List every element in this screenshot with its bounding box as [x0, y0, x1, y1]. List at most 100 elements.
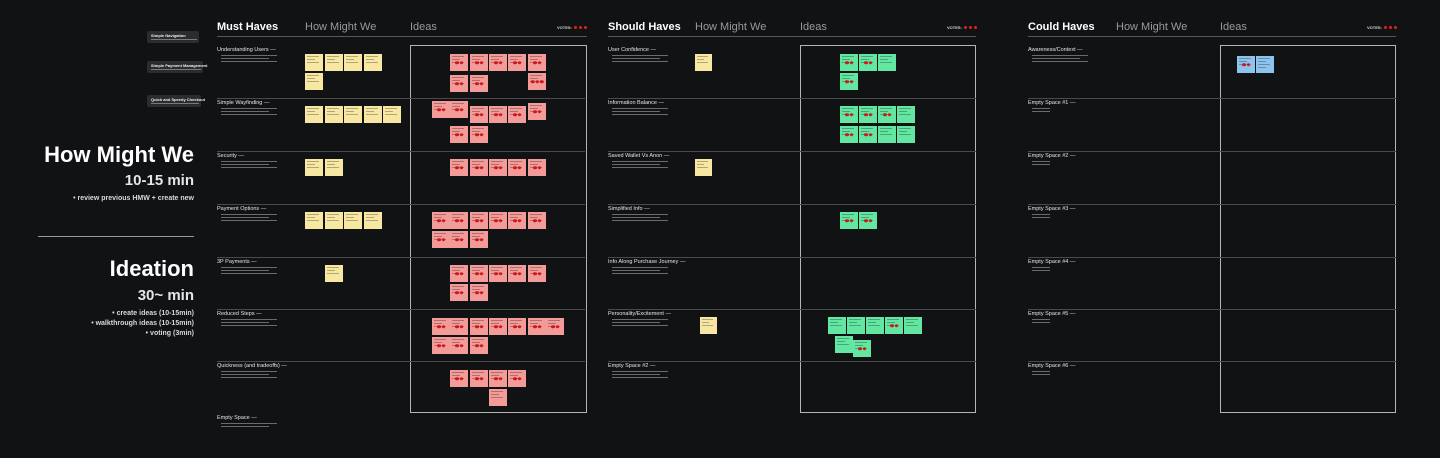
- idea-note[interactable]: [470, 370, 488, 387]
- idea-note[interactable]: [450, 126, 468, 143]
- idea-note[interactable]: [489, 54, 507, 71]
- hmw-note[interactable]: [695, 54, 712, 71]
- idea-note[interactable]: [835, 336, 853, 353]
- idea-note[interactable]: [470, 159, 488, 176]
- hmw-note[interactable]: [305, 159, 323, 176]
- idea-note[interactable]: [450, 54, 468, 71]
- idea-note[interactable]: [432, 337, 450, 354]
- idea-note[interactable]: [470, 54, 488, 71]
- row-label: Quickness (and tradeoffs) —: [217, 363, 287, 369]
- idea-note[interactable]: [508, 265, 526, 282]
- idea-note[interactable]: [489, 389, 507, 406]
- description-line: [1032, 267, 1050, 268]
- idea-note[interactable]: [840, 212, 858, 229]
- idea-note[interactable]: [489, 212, 507, 229]
- section-title: Should Haves: [608, 21, 681, 33]
- idea-note[interactable]: [904, 317, 922, 334]
- hmw-note[interactable]: [364, 212, 382, 229]
- hmw-note[interactable]: [700, 317, 717, 334]
- idea-note[interactable]: [528, 318, 546, 335]
- idea-note[interactable]: [450, 284, 468, 301]
- hmw-note[interactable]: [383, 106, 401, 123]
- hmw-note[interactable]: [305, 73, 323, 90]
- idea-note[interactable]: [1237, 56, 1255, 73]
- idea-note[interactable]: [432, 318, 450, 335]
- idea-note[interactable]: [508, 318, 526, 335]
- idea-note[interactable]: [450, 159, 468, 176]
- hmw-note[interactable]: [305, 212, 323, 229]
- idea-note[interactable]: [450, 370, 468, 387]
- idea-note[interactable]: [528, 265, 546, 282]
- idea-note[interactable]: [1256, 56, 1274, 73]
- hmw-note[interactable]: [325, 106, 343, 123]
- idea-note[interactable]: [508, 212, 526, 229]
- hmw-note[interactable]: [344, 212, 362, 229]
- idea-note[interactable]: [528, 212, 546, 229]
- idea-note[interactable]: [840, 126, 858, 143]
- idea-note[interactable]: [859, 212, 877, 229]
- idea-note[interactable]: [470, 284, 488, 301]
- idea-note[interactable]: [878, 106, 896, 123]
- idea-note[interactable]: [508, 370, 526, 387]
- idea-note[interactable]: [878, 54, 896, 71]
- hmw-note[interactable]: [325, 265, 343, 282]
- idea-note[interactable]: [508, 159, 526, 176]
- idea-note[interactable]: [450, 212, 468, 229]
- idea-note[interactable]: [859, 106, 877, 123]
- hmw-note[interactable]: [344, 106, 362, 123]
- idea-note[interactable]: [470, 337, 488, 354]
- hmw-note[interactable]: [305, 54, 323, 71]
- idea-note[interactable]: [840, 73, 858, 90]
- hmw-note[interactable]: [325, 54, 343, 71]
- idea-note[interactable]: [866, 317, 884, 334]
- idea-note[interactable]: [508, 106, 526, 123]
- idea-note[interactable]: [897, 106, 915, 123]
- idea-note[interactable]: [840, 54, 858, 71]
- idea-note[interactable]: [489, 265, 507, 282]
- idea-note[interactable]: [528, 54, 546, 71]
- idea-note[interactable]: [489, 318, 507, 335]
- hmw-note[interactable]: [325, 212, 343, 229]
- idea-note[interactable]: [470, 318, 488, 335]
- idea-note[interactable]: [885, 317, 903, 334]
- idea-note[interactable]: [847, 317, 865, 334]
- idea-note[interactable]: [450, 101, 468, 118]
- idea-note[interactable]: [470, 106, 488, 123]
- idea-note[interactable]: [470, 265, 488, 282]
- idea-note[interactable]: [828, 317, 846, 334]
- idea-note[interactable]: [450, 318, 468, 335]
- hmw-note[interactable]: [305, 106, 323, 123]
- hmw-note[interactable]: [695, 159, 712, 176]
- idea-note[interactable]: [878, 126, 896, 143]
- idea-note[interactable]: [470, 231, 488, 248]
- idea-note[interactable]: [470, 212, 488, 229]
- idea-note[interactable]: [470, 126, 488, 143]
- idea-note[interactable]: [897, 126, 915, 143]
- idea-note[interactable]: [859, 54, 877, 71]
- vote-dots: [890, 323, 898, 328]
- idea-note[interactable]: [450, 265, 468, 282]
- idea-note[interactable]: [432, 231, 450, 248]
- idea-note[interactable]: [470, 75, 488, 92]
- idea-note[interactable]: [489, 370, 507, 387]
- idea-note[interactable]: [853, 340, 871, 357]
- idea-note[interactable]: [432, 101, 450, 118]
- idea-note[interactable]: [450, 231, 468, 248]
- idea-note[interactable]: [489, 159, 507, 176]
- hmw-note[interactable]: [364, 54, 382, 71]
- idea-note[interactable]: [450, 75, 468, 92]
- idea-note[interactable]: [450, 337, 468, 354]
- idea-note[interactable]: [508, 54, 526, 71]
- idea-note[interactable]: [528, 159, 546, 176]
- idea-note[interactable]: [840, 106, 858, 123]
- hmw-note[interactable]: [364, 106, 382, 123]
- vote-dots: [494, 376, 502, 381]
- idea-note[interactable]: [859, 126, 877, 143]
- idea-note[interactable]: [528, 103, 546, 120]
- idea-note[interactable]: [432, 212, 450, 229]
- idea-note[interactable]: [489, 106, 507, 123]
- hmw-note[interactable]: [325, 159, 343, 176]
- hmw-note[interactable]: [344, 54, 362, 71]
- idea-note[interactable]: [546, 318, 564, 335]
- idea-note[interactable]: [528, 73, 546, 90]
